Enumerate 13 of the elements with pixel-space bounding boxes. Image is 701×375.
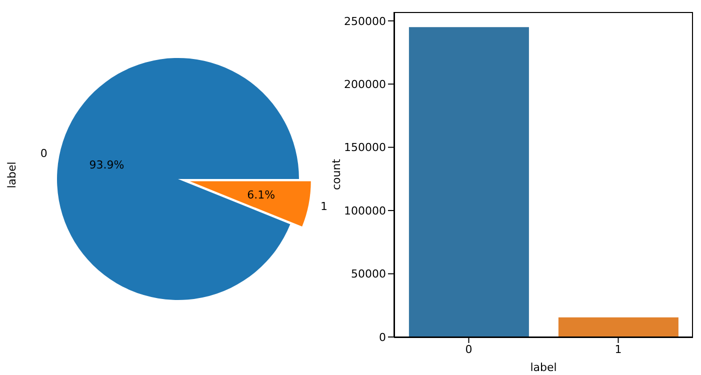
data-label: 6.1%: [247, 188, 276, 202]
slice-label: 1: [320, 200, 328, 214]
x-axis-title: label: [530, 361, 557, 374]
text: label: [6, 162, 18, 188]
y-tick-label: 150000: [344, 141, 386, 154]
y-axis-title: count: [330, 158, 343, 190]
y-tick-label: 100000: [344, 204, 386, 218]
slice-label: 0: [40, 147, 48, 160]
y-tick-label: 200000: [344, 78, 386, 91]
data-label: 93.9%: [89, 158, 124, 172]
y-tick-label: 250000: [344, 14, 386, 28]
y-tick-label: 0: [379, 330, 386, 344]
y-tick-label: 50000: [351, 268, 386, 281]
